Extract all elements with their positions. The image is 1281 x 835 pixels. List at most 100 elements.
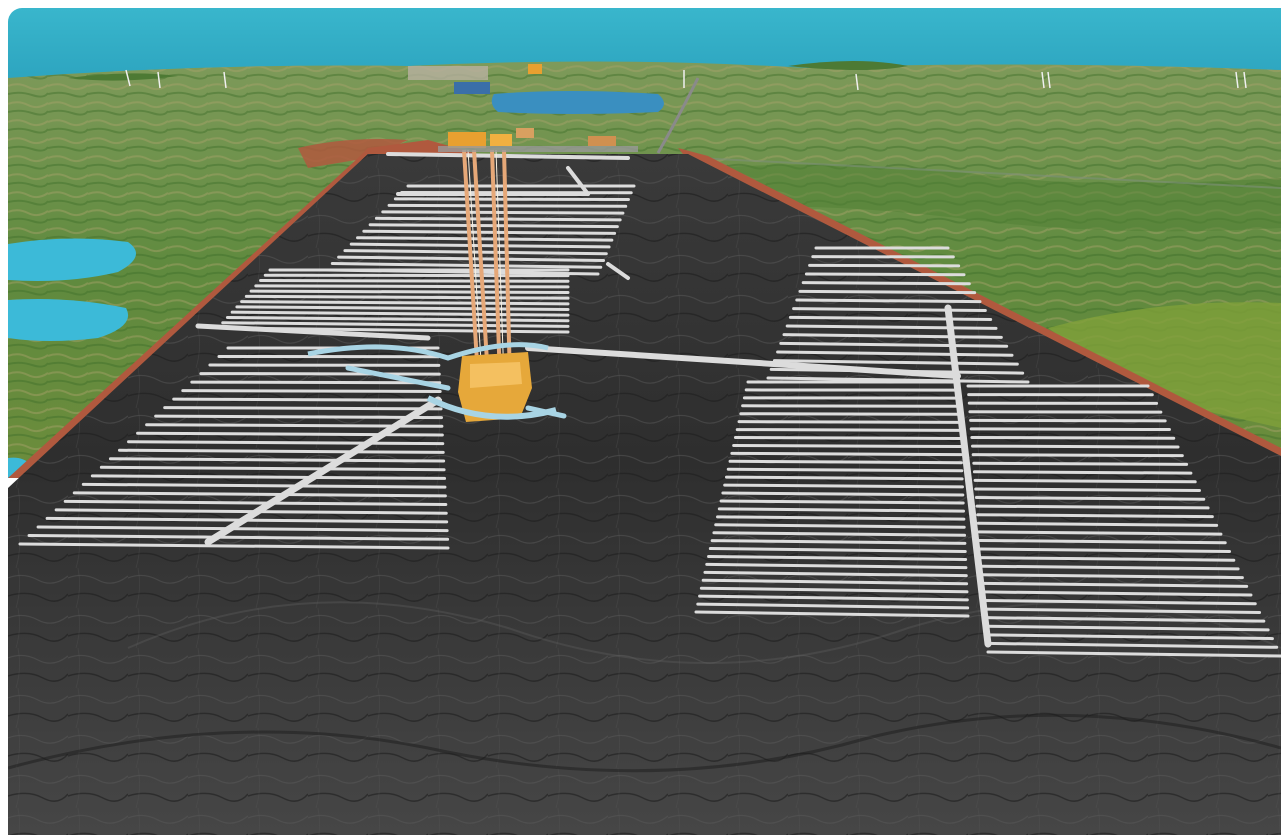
- deposition-tunnel: [985, 641, 1279, 649]
- main-tunnel: [944, 304, 992, 648]
- deposition-tunnel: [776, 350, 1014, 357]
- rock-fracture: [8, 713, 1281, 773]
- deposition-tunnel: [36, 525, 449, 533]
- deposition-tunnel: [983, 616, 1266, 623]
- deposition-tunnel: [788, 315, 993, 321]
- lake: [8, 299, 129, 341]
- repository-illustration: [8, 8, 1281, 835]
- deposition-tunnel: [699, 586, 969, 594]
- deposition-tunnel: [969, 427, 1171, 432]
- deposition-tunnel: [719, 499, 965, 505]
- deposition-tunnel: [974, 496, 1206, 501]
- main-tunnel: [386, 152, 630, 160]
- deposition-tunnel: [985, 633, 1274, 641]
- deposition-tunnel: [970, 435, 1176, 440]
- cut-edge-left: [8, 140, 478, 478]
- deposition-tunnel: [730, 451, 963, 457]
- deposition-tunnel: [90, 474, 447, 480]
- deposition-tunnel: [701, 578, 969, 586]
- deposition-tunnel: [117, 448, 445, 454]
- deposition-tunnel: [981, 590, 1253, 597]
- deposition-tunnel: [724, 475, 964, 481]
- deposition-tunnel: [737, 420, 962, 424]
- deposition-tunnel: [705, 562, 968, 570]
- deposition-tunnel: [190, 380, 442, 385]
- main-tunnel: [204, 396, 442, 546]
- deposition-tunnel: [979, 556, 1236, 562]
- wind-turbines: [125, 69, 1247, 91]
- deposition-tunnel: [235, 305, 570, 311]
- deposition-tunnel: [259, 279, 570, 283]
- deposition-tunnel: [18, 542, 450, 550]
- scene-frame: [8, 8, 1281, 835]
- deposition-tunnel: [971, 444, 1180, 449]
- deposition-tunnel: [343, 249, 608, 256]
- deposition-tunnel: [716, 515, 966, 521]
- deposition-tunnel: [181, 389, 442, 393]
- deposition-tunnel: [698, 594, 969, 602]
- deposition-tunnel: [986, 650, 1281, 658]
- deposition-tunnel: [981, 581, 1249, 588]
- tunnel-network: [18, 152, 1281, 658]
- deposition-tunnel: [230, 310, 570, 317]
- field: [1048, 302, 1281, 428]
- deposition-tunnel: [766, 376, 1030, 384]
- deposition-tunnel: [732, 443, 963, 449]
- deposition-tunnel: [804, 272, 966, 277]
- deposition-tunnel: [735, 428, 962, 432]
- deposition-tunnel: [714, 523, 966, 529]
- shafts: [462, 149, 512, 381]
- deposition-tunnel: [977, 530, 1223, 536]
- deposition-tunnel: [983, 607, 1262, 614]
- deposition-tunnel: [240, 300, 570, 306]
- lake: [8, 238, 136, 281]
- village: [408, 66, 488, 80]
- cut-edge-top: [298, 139, 408, 168]
- deposition-tunnel: [710, 539, 967, 545]
- deposition-tunnel: [330, 262, 603, 269]
- lake: [8, 457, 30, 478]
- deposition-tunnel: [717, 507, 966, 513]
- deposition-tunnel: [362, 229, 617, 235]
- main-tunnel: [195, 323, 431, 341]
- deposition-tunnel: [696, 602, 970, 610]
- deposition-tunnel: [978, 538, 1227, 545]
- deposition-tunnel: [225, 315, 570, 323]
- deposition-tunnel: [728, 459, 963, 465]
- deposition-tunnel: [356, 236, 614, 242]
- main-tunnel: [525, 345, 961, 379]
- road: [697, 157, 1281, 189]
- deposition-tunnel: [163, 406, 443, 411]
- deposition-tunnel: [733, 436, 962, 440]
- deposition-tunnel: [978, 547, 1232, 553]
- deposition-tunnel: [798, 289, 977, 295]
- deposition-tunnel: [127, 440, 445, 446]
- deposition-tunnel: [779, 341, 1009, 348]
- deposition-tunnel: [694, 610, 970, 618]
- ramp-tunnel: [606, 262, 630, 280]
- deposition-tunnel: [976, 513, 1214, 519]
- deposition-tunnel: [381, 210, 625, 215]
- deposition-tunnel: [801, 281, 971, 286]
- deposition-tunnel: [973, 478, 1197, 484]
- central-facility: [307, 342, 557, 422]
- pond: [491, 91, 664, 114]
- deposition-tunnel: [772, 359, 1019, 366]
- ramp-tunnel: [345, 365, 451, 391]
- deposition-tunnel: [972, 461, 1189, 466]
- deposition-tunnel: [136, 431, 444, 437]
- deposition-tunnel: [244, 294, 570, 300]
- deposition-tunnel: [782, 333, 1003, 339]
- deposition-tunnel: [72, 491, 447, 498]
- deposition-tunnel: [393, 197, 630, 202]
- deposition-tunnel: [726, 467, 964, 473]
- deposition-tunnel: [808, 263, 961, 268]
- deposition-tunnel: [154, 414, 443, 420]
- island: [68, 73, 178, 81]
- deposition-tunnel: [199, 372, 441, 376]
- deposition-tunnel: [739, 412, 961, 416]
- deposition-tunnel: [703, 570, 968, 578]
- deposition-tunnel: [108, 457, 446, 463]
- road: [656, 77, 700, 154]
- pond: [454, 82, 490, 94]
